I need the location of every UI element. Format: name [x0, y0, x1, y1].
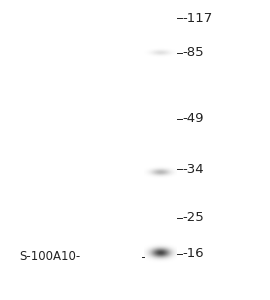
Text: -49: -49: [182, 112, 204, 125]
Text: -16: -16: [182, 247, 204, 260]
Text: -25: -25: [182, 211, 204, 224]
Text: S-100A10-: S-100A10-: [19, 250, 80, 263]
Text: -85: -85: [182, 46, 204, 59]
Bar: [144, 6, 177, 294]
Text: -34: -34: [182, 163, 204, 176]
Text: -117: -117: [182, 11, 212, 25]
